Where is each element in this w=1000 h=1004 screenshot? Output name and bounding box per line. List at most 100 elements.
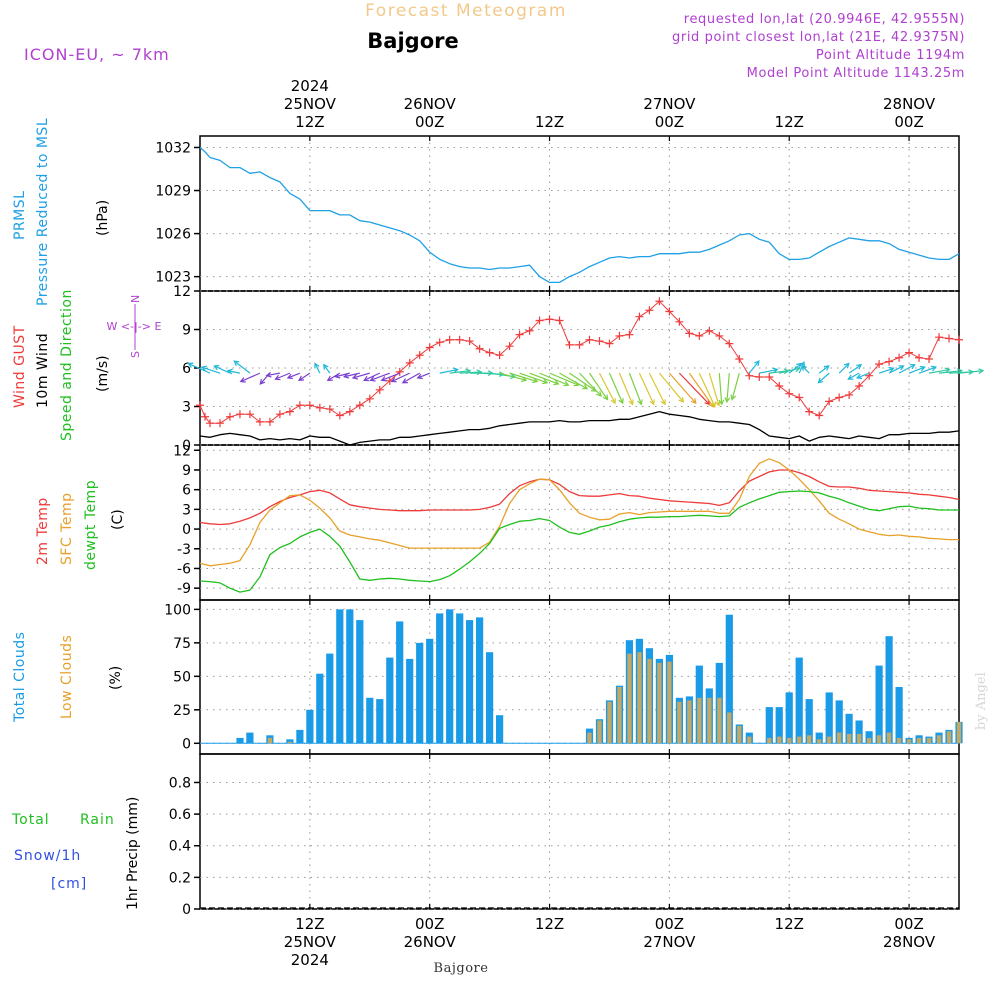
wind-arrow-head (628, 399, 634, 406)
grid-point-coords: grid point closest lon,lat (21E, 42.9375… (672, 30, 965, 45)
bottom-time-label: 26NOV (404, 933, 457, 951)
wind-arrow (848, 364, 862, 374)
wind-arrow (928, 368, 950, 374)
wind-arrow (417, 372, 430, 379)
gust-marker (525, 326, 534, 335)
gust-marker (955, 335, 963, 344)
top-time-label: 28NOV (883, 95, 936, 113)
wind-arrow (449, 370, 471, 374)
gust-marker (775, 381, 784, 390)
gust-marker (725, 339, 734, 348)
low-cloud-bar (936, 735, 942, 744)
low-cloud-bar (267, 737, 273, 744)
top-time-label: 25NOV (284, 95, 337, 113)
wind-arrow-head (596, 390, 602, 397)
top-time-label: 27NOV (643, 95, 696, 113)
bottom-location-label: Bajgore (434, 961, 489, 976)
total-cloud-bar (785, 692, 793, 744)
y-tick-label: 0 (182, 736, 191, 752)
wind-arrow-head (649, 399, 655, 406)
y-tick-label: 75 (173, 636, 191, 652)
low-cloud-bar (886, 732, 892, 744)
wind-arrow (509, 372, 538, 383)
wind-arrow (817, 372, 830, 384)
low-cloud-bar (667, 661, 672, 744)
low-cloud-bar (827, 736, 832, 744)
wind-arrow (648, 372, 666, 405)
wind-arrow (344, 372, 360, 378)
gust-marker (325, 405, 334, 414)
gust-marker (395, 367, 404, 376)
wind-arrow-head (618, 398, 624, 405)
wind-arrow (529, 372, 559, 385)
wind-arrow (381, 372, 400, 381)
data-marks (187, 147, 985, 909)
wind-arrow (878, 367, 894, 374)
low-cloud-bar (857, 733, 862, 744)
wind-arrow-head (817, 377, 824, 384)
wind-arrow-head (823, 365, 830, 371)
gust-marker (645, 306, 654, 315)
top-time-label: 12Z (295, 113, 324, 131)
wind-arrow (708, 372, 720, 406)
total-cloud-bar (476, 617, 484, 744)
snow-label: Snow/1h (14, 848, 81, 864)
wind-arrow (391, 372, 410, 383)
low-cloud-bar (867, 737, 872, 744)
gust-marker (205, 419, 214, 428)
wind-arrow-head (380, 376, 387, 382)
gust-marker (785, 389, 794, 398)
wind-arrow-head (660, 399, 666, 406)
top-time-label: 26NOV (404, 95, 457, 113)
gust-marker (265, 417, 274, 426)
wind-arrow (549, 372, 579, 386)
total-cloud-bar (296, 729, 304, 744)
y-tick-label: 0.6 (169, 807, 191, 823)
wind-arrow-head (801, 365, 807, 371)
gust-marker (825, 397, 834, 406)
low-cloud-bar (707, 697, 712, 744)
gust-marker (425, 343, 434, 352)
wind10m-label: 10m Wind (35, 333, 51, 408)
wind-arrow-head (602, 394, 609, 401)
wind-arrow (658, 372, 684, 403)
total-cloud-bar (466, 620, 474, 744)
gust-marker (285, 407, 294, 416)
gust-marker (735, 355, 744, 364)
wind-arrow-head (416, 373, 423, 380)
gust-marker (555, 316, 564, 325)
gust-marker (715, 331, 724, 340)
gust-marker (765, 372, 774, 381)
total-cloud-bar (336, 609, 344, 744)
total-cloud-bar (356, 620, 364, 744)
total-cloud-bar (436, 613, 444, 744)
total-cloud-bar (855, 720, 863, 744)
pressure-line (199, 147, 960, 284)
wind-arrow-head (582, 384, 589, 390)
wind-arrow (559, 372, 588, 390)
total-cloud-bar (426, 638, 434, 744)
wind-arrow-head (799, 361, 805, 368)
total-cloud-bar (865, 731, 873, 744)
gust-marker (585, 335, 594, 344)
clouds-panel (199, 599, 960, 755)
wind-arrow (698, 372, 716, 407)
gust-marker (405, 358, 414, 367)
low-cloud-bar (916, 737, 922, 744)
gust-marker (665, 307, 674, 316)
wind-arrow-head (265, 371, 272, 378)
y-tick-label: 9 (182, 323, 191, 339)
wind10m-line (199, 410, 960, 446)
low-cloud-bar (737, 725, 742, 744)
gust-marker (615, 331, 624, 340)
top-time-label: 00Z (655, 113, 684, 131)
bottom-time-label: 25NOV (284, 933, 337, 951)
temp-unit-label: (C) (110, 509, 126, 530)
chart-title: Forecast Meteogram (365, 1, 567, 21)
gust-marker (815, 411, 824, 420)
total-cloud-bar (286, 739, 294, 744)
wind-arrow-head (213, 365, 220, 371)
bottom-time-label: 00Z (415, 915, 444, 933)
wind-arrow (439, 368, 458, 374)
